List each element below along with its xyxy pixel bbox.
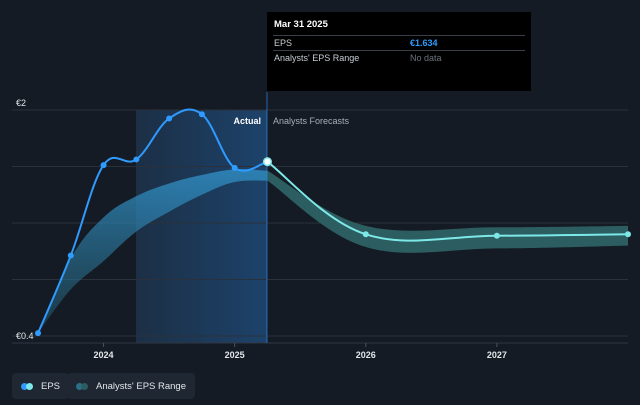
eps-forecast-point[interactable] (493, 232, 500, 239)
tooltip-eps-label: EPS (274, 38, 293, 48)
x-tick-label: 2024 (94, 350, 114, 360)
eps-point-layer (35, 111, 631, 337)
eps-forecast-line (266, 160, 629, 242)
x-tick-label: 2026 (356, 350, 376, 360)
eps-actual-point[interactable] (231, 164, 238, 171)
tooltip-row-eps: EPS €1.634 (273, 35, 525, 50)
legend-item-eps[interactable]: EPS (12, 373, 70, 399)
eps-actual-point[interactable] (262, 157, 272, 167)
y-tick-label-bottom: €0.4 (16, 331, 34, 341)
x-tick-layer: 2024 2025 2026 2027 (94, 343, 507, 360)
actual-region-highlight (136, 110, 267, 343)
range-band-actual (38, 169, 268, 334)
eps-actual-point[interactable] (100, 162, 107, 169)
eps-forecast-point[interactable] (362, 231, 369, 238)
range-band-forecast (267, 170, 628, 253)
tooltip-range-value: No data (410, 53, 442, 63)
legend-eps-label: EPS (41, 380, 61, 392)
eps-actual-point[interactable] (198, 111, 205, 118)
x-tick-label: 2027 (487, 350, 507, 360)
grid-layer (12, 109, 628, 344)
hover-tooltip: Mar 31 2025 EPS €1.634 Analysts' EPS Ran… (267, 12, 531, 91)
eps-actual-point[interactable] (35, 330, 41, 337)
eps-actual-point[interactable] (67, 252, 74, 259)
x-tick-label: 2025 (225, 350, 245, 360)
tooltip-eps-value: €1.634 (410, 38, 438, 48)
tooltip-date: Mar 31 2025 (274, 19, 328, 30)
legend-range-label: Analysts' EPS Range (96, 380, 186, 392)
eps-actual-point[interactable] (133, 156, 140, 163)
legend-item-range[interactable]: Analysts' EPS Range (67, 373, 195, 399)
eps-actual-point[interactable] (166, 115, 173, 122)
tooltip-row-range: Analysts' EPS Range No data (273, 50, 525, 65)
eps-forecast-point[interactable] (625, 231, 631, 238)
y-tick-label-top: €2 (16, 98, 26, 108)
range-dot-icon (76, 382, 88, 390)
forecast-label: Analysts Forecasts (273, 116, 350, 126)
tooltip-range-label: Analysts' EPS Range (274, 53, 360, 63)
actual-label: Actual (233, 116, 261, 126)
eps-dot-icon (21, 382, 33, 390)
range-band-layer (38, 169, 628, 334)
